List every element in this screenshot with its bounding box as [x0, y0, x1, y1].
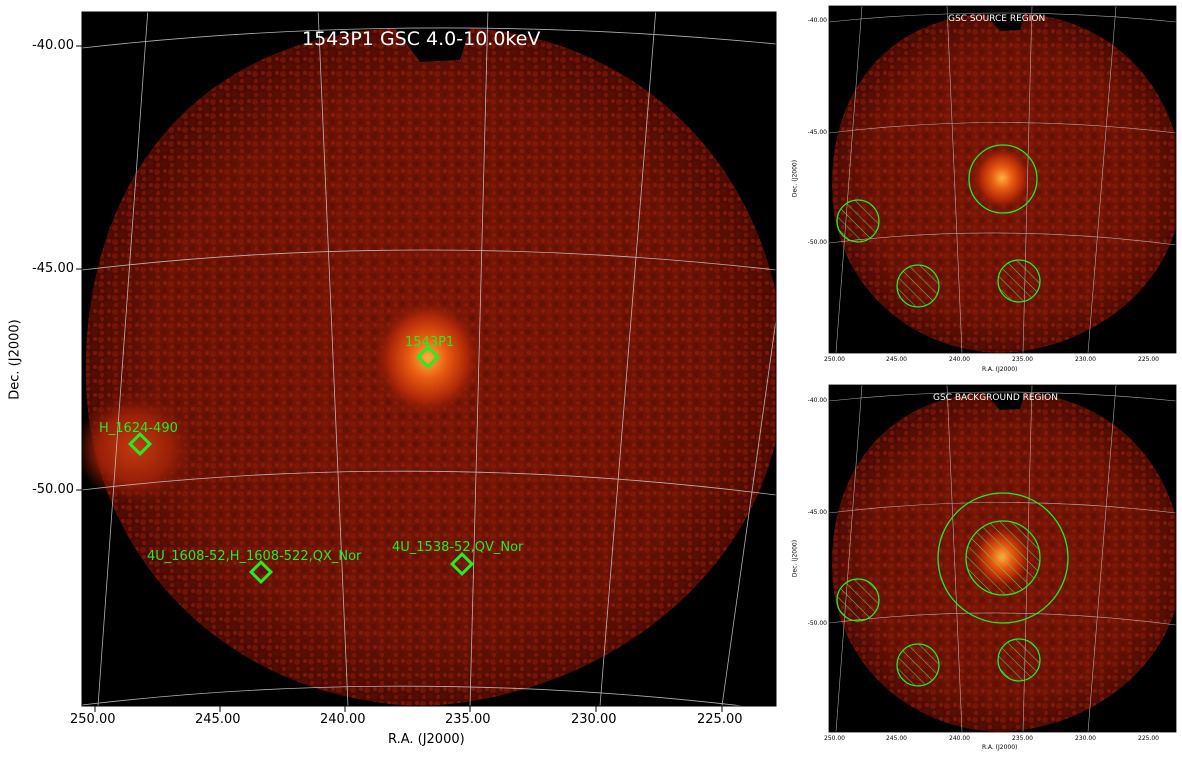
marker-4u1538 — [449, 551, 475, 577]
main-image-panel: 1543P1 GSC 4.0-10.0keV 1543P1 H_1624-490… — [7, 11, 777, 747]
coordinate-grid — [82, 12, 776, 706]
main-title: 1543P1 GSC 4.0-10.0keV — [302, 28, 541, 50]
ytick-label: -45.00 — [32, 261, 74, 276]
xtick-label: 230.00 — [1075, 356, 1096, 363]
source-region-title: GSC SOURCE REGION — [948, 14, 1046, 24]
xtick-label: 225.00 — [697, 712, 743, 727]
ytick-label: -40.00 — [32, 38, 74, 53]
x-axis-label: R.A. (J2000) — [982, 366, 1018, 373]
background-circle — [896, 643, 940, 687]
source-label-h1624: H_1624-490 — [99, 421, 178, 436]
xtick-label: 230.00 — [571, 712, 617, 727]
ytick-label: -40.00 — [807, 17, 827, 24]
ytick-label: -50.00 — [807, 239, 827, 246]
xtick-label: 245.00 — [886, 735, 907, 742]
background-circle — [836, 578, 880, 622]
xtick-label: 240.00 — [949, 356, 970, 363]
ytick-label: -45.00 — [807, 509, 827, 516]
background-circle — [997, 259, 1041, 303]
background-circle — [997, 638, 1041, 682]
source-label-1543p1: 1543P1 — [405, 335, 455, 350]
xtick-label: 240.00 — [949, 735, 970, 742]
region-circles — [836, 144, 1041, 308]
source-region-panel: GSC SOURCE REGION -40.00 -45.00 -50.00 2… — [790, 0, 1182, 380]
marker-4u1608 — [248, 559, 274, 585]
y-axis-label: Dec. (J2000) — [791, 159, 799, 198]
ytick-label: -50.00 — [807, 620, 827, 627]
background-circle — [836, 199, 880, 243]
xtick-label: 230.00 — [1075, 735, 1096, 742]
region-circles — [836, 492, 1069, 687]
xtick-label: 235.00 — [1012, 735, 1033, 742]
background-region-panel: GSC BACKGROUND REGION -40.00 -45.00 -50.… — [790, 380, 1182, 758]
y-axis-label: Dec. (J2000) — [791, 539, 799, 578]
source-label-4u1538: 4U_1538-52,QV_Nor — [392, 540, 524, 555]
source-label-4u1608: 4U_1608-52,H_1608-522,QX_Nor — [147, 549, 362, 564]
ytick-label: -40.00 — [807, 397, 827, 404]
xtick-label: 225.00 — [1138, 356, 1159, 363]
xtick-label: 225.00 — [1138, 735, 1159, 742]
xtick-label: 240.00 — [320, 712, 366, 727]
background-circle — [896, 264, 940, 308]
source-markers — [127, 344, 475, 585]
ytick-label: -50.00 — [32, 482, 74, 497]
source-region-image — [828, 5, 1177, 354]
xtick-label: 250.00 — [70, 712, 116, 727]
ytick-label: -45.00 — [807, 129, 827, 136]
xtick-label: 250.00 — [824, 735, 845, 742]
x-axis-label: R.A. (J2000) — [388, 732, 465, 747]
xtick-label: 245.00 — [195, 712, 241, 727]
background-region-title: GSC BACKGROUND REGION — [933, 393, 1058, 403]
axis-ticks — [76, 45, 723, 712]
xtick-label: 235.00 — [1012, 356, 1033, 363]
xtick-label: 235.00 — [445, 712, 491, 727]
y-axis-label: Dec. (J2000) — [7, 319, 23, 400]
xtick-label: 250.00 — [824, 356, 845, 363]
xtick-label: 245.00 — [886, 356, 907, 363]
source-circle — [968, 144, 1038, 214]
background-annulus-inner — [965, 520, 1041, 596]
x-axis-label: R.A. (J2000) — [982, 744, 1018, 751]
main-sky-image — [76, 11, 777, 712]
marker-h1624 — [127, 431, 153, 457]
background-region-image — [828, 384, 1177, 733]
background-annulus-outer — [937, 492, 1069, 624]
marker-1543p1 — [415, 344, 441, 370]
